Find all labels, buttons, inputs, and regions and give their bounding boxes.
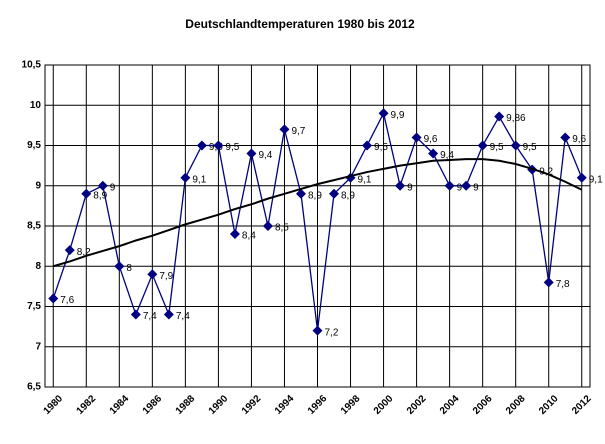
data-label: 8,5: [275, 223, 289, 234]
marker: [329, 188, 340, 199]
data-label: 8,9: [341, 190, 355, 201]
marker: [543, 277, 554, 288]
marker: [279, 124, 290, 135]
data-label: 7,9: [159, 271, 173, 282]
marker: [378, 108, 389, 119]
marker: [510, 140, 521, 151]
data-label: 8,9: [308, 190, 322, 201]
plot-frame: [44, 64, 591, 388]
marker: [229, 229, 240, 240]
data-label: 9,1: [192, 174, 206, 185]
data-label: 7,6: [60, 295, 74, 306]
data-label: 9,1: [358, 174, 372, 185]
trend-line: [52, 158, 583, 268]
data-label: 9,2: [539, 166, 553, 177]
marker: [147, 269, 158, 280]
data-label: 9: [110, 182, 116, 193]
y-tick-label: 10: [30, 100, 42, 111]
marker: [428, 148, 439, 159]
data-label: 9,5: [523, 142, 537, 153]
marker: [411, 132, 422, 143]
y-tick-label: 9: [35, 180, 41, 191]
y-tick-label: 7,5: [27, 301, 41, 312]
data-label: 9,4: [440, 150, 454, 161]
marker: [444, 180, 455, 191]
marker: [560, 132, 571, 143]
y-tick-label: 7: [35, 341, 41, 352]
marker: [180, 172, 191, 183]
marker: [477, 140, 488, 151]
data-label: 7,8: [556, 279, 570, 290]
marker: [262, 221, 273, 231]
marker: [196, 140, 207, 151]
data-label: 8: [126, 263, 132, 274]
data-label: 9,7: [291, 126, 305, 137]
data-label: 9,5: [225, 142, 239, 153]
marker: [362, 140, 373, 151]
y-tick-label: 8: [35, 261, 41, 272]
marker: [295, 188, 306, 199]
marker: [213, 140, 224, 151]
marker: [48, 293, 59, 304]
data-label: 9,86: [506, 113, 526, 124]
data-label: 8,2: [77, 247, 91, 258]
marker: [130, 309, 141, 320]
marker: [81, 188, 92, 199]
y-tick-label: 6,5: [27, 382, 41, 393]
marker: [395, 180, 406, 191]
data-label: 8,4: [242, 231, 256, 242]
data-label: 9: [473, 182, 479, 193]
data-label: 9,4: [258, 150, 272, 161]
data-label: 9: [407, 182, 413, 193]
y-tick-label: 10,5: [22, 60, 42, 71]
data-label: 9,6: [572, 134, 586, 145]
data-label: 7,4: [176, 311, 190, 322]
marker: [494, 111, 505, 122]
marker: [114, 261, 125, 272]
data-label: 9,9: [391, 110, 405, 121]
data-label: 7,4: [143, 311, 157, 322]
marker: [576, 172, 587, 183]
data-label: 9,6: [424, 134, 438, 145]
chart-title: Deutschlandtemperaturen 1980 bis 2012: [185, 17, 415, 31]
y-tick-label: 8,5: [27, 221, 41, 232]
marker: [246, 148, 257, 159]
y-tick-label: 9,5: [27, 140, 41, 151]
marker: [312, 325, 323, 336]
data-label: 7,2: [325, 327, 339, 338]
marker: [461, 180, 472, 191]
data-label: 9,5: [490, 142, 504, 153]
data-label: 9,1: [589, 174, 603, 185]
data-label: 8,9: [93, 190, 107, 201]
data-label: 9: [457, 182, 463, 193]
data-label: 9,5: [374, 142, 388, 153]
marker: [64, 245, 75, 256]
marker: [97, 180, 108, 191]
marker: [163, 309, 174, 320]
